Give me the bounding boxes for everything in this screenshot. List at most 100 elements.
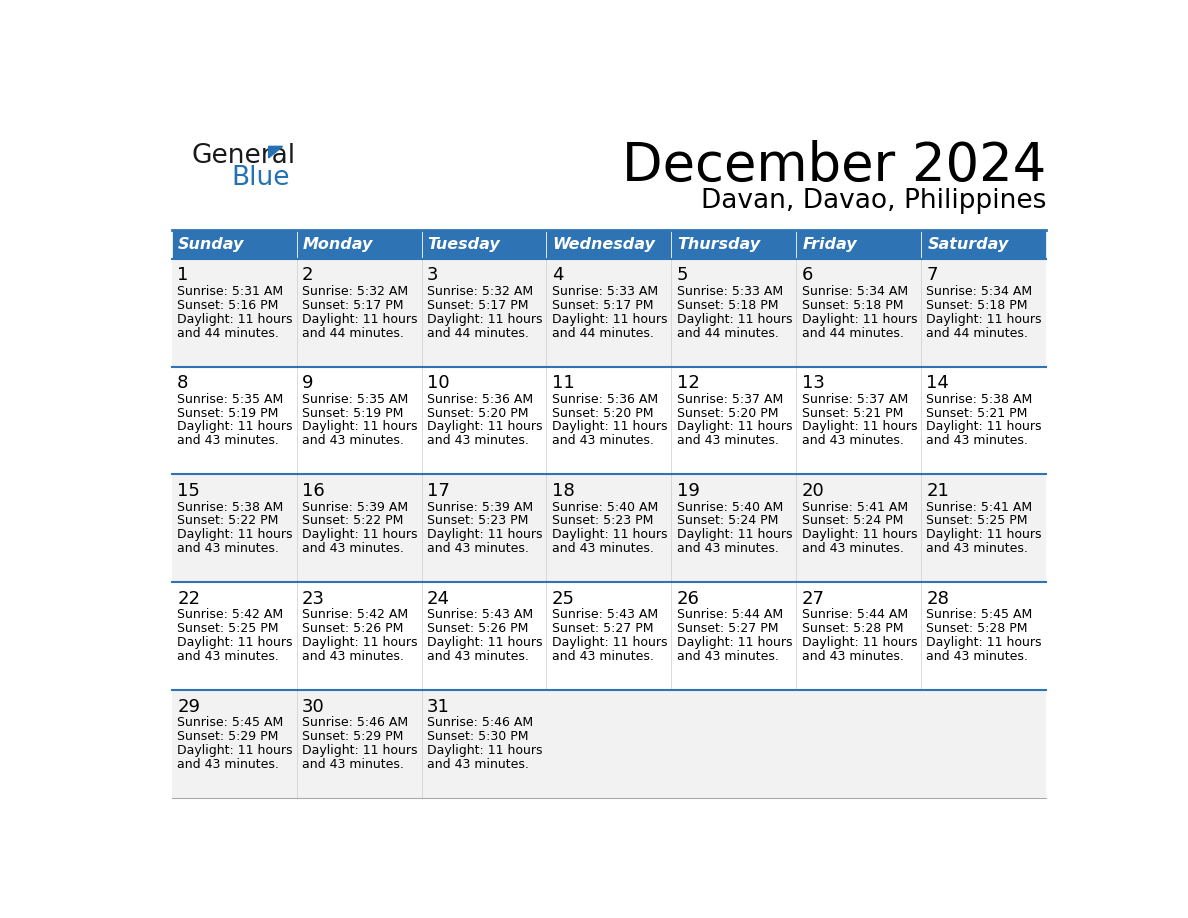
Polygon shape [268, 146, 283, 158]
Text: Sunset: 5:27 PM: Sunset: 5:27 PM [677, 622, 778, 635]
Bar [172, 230, 297, 259]
Text: Sunset: 5:22 PM: Sunset: 5:22 PM [177, 514, 278, 528]
Text: Sunrise: 5:46 AM: Sunrise: 5:46 AM [302, 716, 409, 729]
Text: Sunset: 5:27 PM: Sunset: 5:27 PM [552, 622, 653, 635]
Text: and 43 minutes.: and 43 minutes. [677, 434, 778, 447]
Text: 8: 8 [177, 375, 189, 392]
Text: 21: 21 [927, 482, 949, 500]
Text: Sunrise: 5:45 AM: Sunrise: 5:45 AM [927, 609, 1032, 621]
Text: Sunrise: 5:40 AM: Sunrise: 5:40 AM [677, 500, 783, 513]
Text: and 43 minutes.: and 43 minutes. [177, 650, 279, 663]
Text: Daylight: 11 hours: Daylight: 11 hours [552, 528, 668, 542]
Text: Sunrise: 5:42 AM: Sunrise: 5:42 AM [302, 609, 409, 621]
Bar [796, 230, 921, 259]
Text: Sunset: 5:17 PM: Sunset: 5:17 PM [302, 299, 404, 312]
Text: and 43 minutes.: and 43 minutes. [927, 543, 1029, 555]
Text: and 44 minutes.: and 44 minutes. [927, 327, 1029, 340]
Text: Sunrise: 5:45 AM: Sunrise: 5:45 AM [177, 716, 284, 729]
Text: 12: 12 [677, 375, 700, 392]
Text: and 43 minutes.: and 43 minutes. [426, 434, 529, 447]
Text: Sunrise: 5:32 AM: Sunrise: 5:32 AM [426, 285, 533, 298]
Text: and 43 minutes.: and 43 minutes. [552, 543, 653, 555]
Bar [172, 475, 1045, 582]
Text: Daylight: 11 hours: Daylight: 11 hours [677, 313, 792, 326]
Text: Sunrise: 5:32 AM: Sunrise: 5:32 AM [302, 285, 409, 298]
Text: 25: 25 [552, 590, 575, 608]
Text: and 43 minutes.: and 43 minutes. [426, 650, 529, 663]
Text: and 43 minutes.: and 43 minutes. [677, 650, 778, 663]
Text: and 44 minutes.: and 44 minutes. [552, 327, 653, 340]
Text: 22: 22 [177, 590, 200, 608]
Text: Daylight: 11 hours: Daylight: 11 hours [677, 528, 792, 542]
Text: 3: 3 [426, 266, 438, 285]
Text: Sunrise: 5:36 AM: Sunrise: 5:36 AM [552, 393, 658, 406]
Text: Sunrise: 5:44 AM: Sunrise: 5:44 AM [677, 609, 783, 621]
Text: Daylight: 11 hours: Daylight: 11 hours [927, 528, 1042, 542]
Text: 17: 17 [426, 482, 450, 500]
Text: 23: 23 [302, 590, 326, 608]
Text: Sunrise: 5:41 AM: Sunrise: 5:41 AM [802, 500, 908, 513]
Text: Daylight: 11 hours: Daylight: 11 hours [177, 420, 292, 433]
Text: Daylight: 11 hours: Daylight: 11 hours [802, 313, 917, 326]
Text: and 43 minutes.: and 43 minutes. [927, 650, 1029, 663]
Text: Sunrise: 5:39 AM: Sunrise: 5:39 AM [302, 500, 409, 513]
Text: Sunrise: 5:44 AM: Sunrise: 5:44 AM [802, 609, 908, 621]
Text: Daylight: 11 hours: Daylight: 11 hours [802, 528, 917, 542]
Text: and 44 minutes.: and 44 minutes. [677, 327, 778, 340]
Text: Daylight: 11 hours: Daylight: 11 hours [177, 744, 292, 756]
Text: Saturday: Saturday [928, 237, 1009, 252]
Text: Sunrise: 5:42 AM: Sunrise: 5:42 AM [177, 609, 283, 621]
Text: Sunset: 5:17 PM: Sunset: 5:17 PM [552, 299, 653, 312]
Text: Daylight: 11 hours: Daylight: 11 hours [302, 636, 417, 649]
Text: 4: 4 [552, 266, 563, 285]
Text: Thursday: Thursday [677, 237, 760, 252]
Text: 11: 11 [552, 375, 575, 392]
Text: Daylight: 11 hours: Daylight: 11 hours [802, 420, 917, 433]
Text: Tuesday: Tuesday [428, 237, 500, 252]
Text: Daylight: 11 hours: Daylight: 11 hours [177, 528, 292, 542]
Text: Sunset: 5:20 PM: Sunset: 5:20 PM [552, 407, 653, 420]
Bar [172, 366, 1045, 475]
Text: 5: 5 [677, 266, 688, 285]
Text: Daylight: 11 hours: Daylight: 11 hours [426, 528, 543, 542]
Text: 19: 19 [677, 482, 700, 500]
Text: and 43 minutes.: and 43 minutes. [552, 650, 653, 663]
Bar [172, 690, 1045, 798]
Text: Sunset: 5:26 PM: Sunset: 5:26 PM [302, 622, 404, 635]
Text: Daylight: 11 hours: Daylight: 11 hours [677, 636, 792, 649]
Text: Daylight: 11 hours: Daylight: 11 hours [426, 420, 543, 433]
Text: Daylight: 11 hours: Daylight: 11 hours [677, 420, 792, 433]
Text: Sunset: 5:29 PM: Sunset: 5:29 PM [302, 730, 404, 743]
Text: Daylight: 11 hours: Daylight: 11 hours [552, 420, 668, 433]
Text: Blue: Blue [232, 165, 290, 191]
Text: Daylight: 11 hours: Daylight: 11 hours [802, 636, 917, 649]
Text: Sunset: 5:22 PM: Sunset: 5:22 PM [302, 514, 404, 528]
Text: and 43 minutes.: and 43 minutes. [302, 543, 404, 555]
Text: Sunrise: 5:43 AM: Sunrise: 5:43 AM [552, 609, 658, 621]
Text: and 43 minutes.: and 43 minutes. [302, 757, 404, 771]
Bar [546, 230, 671, 259]
Text: 14: 14 [927, 375, 949, 392]
Text: 16: 16 [302, 482, 324, 500]
Bar [422, 230, 546, 259]
Text: Sunrise: 5:33 AM: Sunrise: 5:33 AM [677, 285, 783, 298]
Text: Sunrise: 5:46 AM: Sunrise: 5:46 AM [426, 716, 533, 729]
Text: Sunrise: 5:40 AM: Sunrise: 5:40 AM [552, 500, 658, 513]
Text: 13: 13 [802, 375, 824, 392]
Text: Daylight: 11 hours: Daylight: 11 hours [302, 420, 417, 433]
Text: and 44 minutes.: and 44 minutes. [426, 327, 529, 340]
Text: 1: 1 [177, 266, 189, 285]
Text: Daylight: 11 hours: Daylight: 11 hours [552, 636, 668, 649]
Text: and 43 minutes.: and 43 minutes. [802, 650, 904, 663]
Bar [172, 582, 1045, 690]
Text: 10: 10 [426, 375, 449, 392]
Text: Daylight: 11 hours: Daylight: 11 hours [177, 636, 292, 649]
Text: 27: 27 [802, 590, 824, 608]
Text: 7: 7 [927, 266, 939, 285]
Text: 20: 20 [802, 482, 824, 500]
Text: and 43 minutes.: and 43 minutes. [177, 757, 279, 771]
Text: Sunset: 5:21 PM: Sunset: 5:21 PM [927, 407, 1028, 420]
Text: Sunset: 5:21 PM: Sunset: 5:21 PM [802, 407, 903, 420]
Text: Daylight: 11 hours: Daylight: 11 hours [426, 636, 543, 649]
Text: Sunset: 5:20 PM: Sunset: 5:20 PM [677, 407, 778, 420]
